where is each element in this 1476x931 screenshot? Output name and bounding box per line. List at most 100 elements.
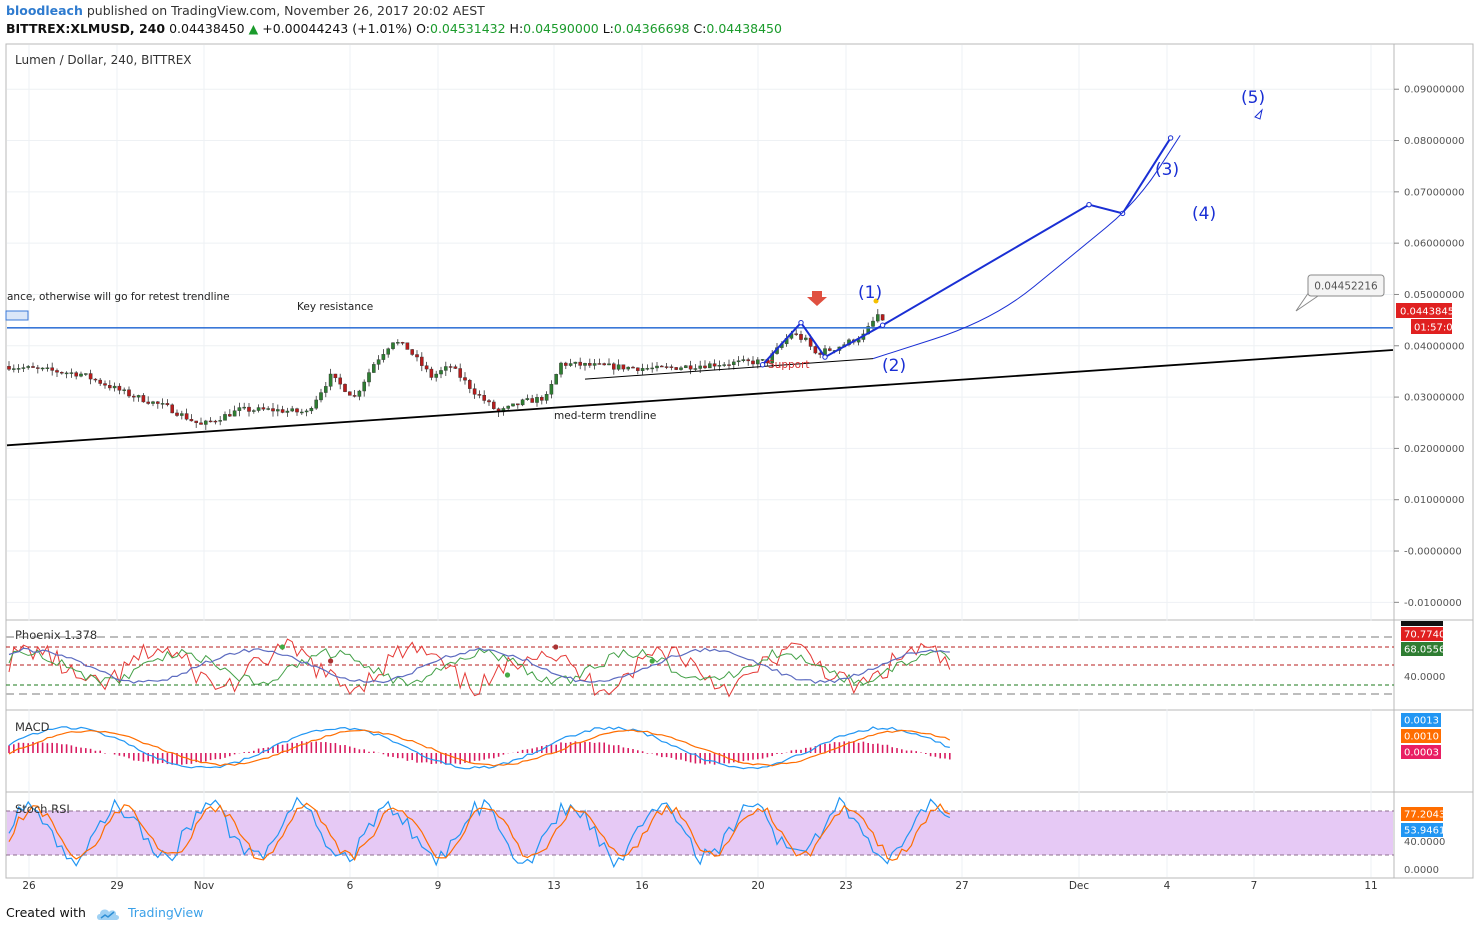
candle-body <box>506 405 511 409</box>
wave-point <box>1086 201 1092 208</box>
candle-body <box>333 373 338 379</box>
phoenix-value-green: 68.0556 <box>1404 645 1445 656</box>
chart-title: Lumen / Dollar, 240, BITTREX <box>15 53 192 67</box>
candle-body <box>64 372 69 375</box>
candle-body <box>559 362 563 375</box>
candle-body <box>242 406 247 409</box>
symbol-label: BITTREX:XLMUSD, 240 <box>6 21 166 36</box>
candle-body <box>453 366 458 369</box>
last-price-tag-text: 0.04438450 <box>1400 307 1460 318</box>
candle-body <box>650 367 654 370</box>
candle-body <box>420 356 424 366</box>
candle-body <box>83 373 88 375</box>
candle-body <box>60 372 64 374</box>
price-callout[interactable] <box>1307 274 1385 297</box>
candle-body <box>804 337 808 340</box>
candle-body <box>117 385 122 391</box>
candle-body <box>482 395 487 401</box>
price-tick-label: 0.03000000 <box>1404 393 1464 404</box>
candle-body <box>352 395 357 397</box>
price-tick-label: -0.0000000 <box>1404 547 1462 558</box>
candle-body <box>727 364 731 366</box>
candle-body <box>227 414 232 417</box>
wave-point <box>822 354 828 360</box>
candle-body <box>7 366 11 370</box>
ohlc-header: BITTREX:XLMUSD, 240 0.04438450 ▲ +0.0004… <box>6 21 782 36</box>
macd-title: MACD <box>15 720 50 734</box>
candle-body <box>616 364 621 370</box>
candle-body <box>640 368 645 371</box>
tradingview-brand-link[interactable]: TradingView <box>127 905 204 920</box>
author-link[interactable]: bloodleach <box>6 3 83 18</box>
candle-body <box>223 414 227 421</box>
time-axis: 26 29 Nov 6 9 13 16 20 23 27 Dec 4 7 11 <box>22 880 1377 892</box>
wave-point <box>1167 135 1174 141</box>
candles <box>7 309 885 430</box>
candle-body <box>31 366 35 368</box>
wave-label-2: (2) <box>882 356 906 376</box>
candle-body <box>703 365 707 369</box>
candle-body <box>376 359 381 365</box>
candle-body <box>741 359 746 361</box>
key-resistance-label: Key resistance <box>297 301 373 313</box>
wave-points <box>759 135 1174 368</box>
candle-body <box>88 373 93 380</box>
candle-body <box>583 363 587 366</box>
candle-body <box>324 386 328 393</box>
macd-signal-line <box>8 729 951 767</box>
candle-body <box>760 359 765 361</box>
time-tick-label: 4 <box>1164 880 1171 892</box>
candle-body <box>232 410 237 417</box>
stoch-band <box>7 811 1393 855</box>
candle-body <box>674 367 678 370</box>
candle-body <box>813 346 818 354</box>
candle-body <box>11 368 16 370</box>
stoch-k-line <box>8 796 951 869</box>
price-tick-label: 0.05000000 <box>1404 290 1464 301</box>
candle-body <box>429 368 434 378</box>
candle-body <box>468 380 472 389</box>
candle-body <box>276 409 280 412</box>
candle-body <box>751 360 755 365</box>
candle-body <box>688 365 693 370</box>
candle-body <box>717 365 722 367</box>
support-line[interactable] <box>584 358 874 380</box>
candle-body <box>626 366 630 370</box>
candle-body <box>98 379 102 384</box>
time-tick-label: 11 <box>1364 880 1377 892</box>
support-label: Support <box>768 359 810 371</box>
phoenix-dot <box>504 672 511 678</box>
candle-body <box>93 378 98 381</box>
candle-body <box>26 366 31 368</box>
candle-body <box>21 367 26 369</box>
candle-body <box>79 373 83 377</box>
candle-body <box>367 372 371 383</box>
projection-arc[interactable] <box>872 135 1181 360</box>
wave-point <box>879 322 886 328</box>
candle-body <box>314 399 319 409</box>
candle-body <box>568 363 573 366</box>
candle-body <box>160 403 165 405</box>
grid-lines <box>7 45 1393 877</box>
candle-body <box>564 362 568 366</box>
open-value: 0.04531432 <box>430 21 506 36</box>
elliott-wave-path[interactable] <box>761 137 1172 366</box>
macd-value-orange: 0.0010 <box>1404 732 1439 743</box>
candle-body <box>218 420 223 422</box>
candle-body <box>155 401 160 404</box>
wave-label-3: (3) <box>1155 160 1179 180</box>
resistance-handle[interactable] <box>5 310 29 321</box>
phoenix-dot <box>649 658 655 664</box>
candle-body <box>285 410 290 413</box>
close-value: 0.04438450 <box>706 21 782 36</box>
candle-body <box>213 420 218 423</box>
candle-body <box>357 390 362 397</box>
time-tick-label: 23 <box>839 880 852 892</box>
phoenix-tag-green <box>1401 642 1443 656</box>
candle-body <box>208 420 213 423</box>
med-term-trendline[interactable] <box>6 349 1394 447</box>
time-tick-label: 20 <box>751 880 764 892</box>
time-tick-label: 26 <box>22 880 36 892</box>
candle-body <box>295 408 299 413</box>
